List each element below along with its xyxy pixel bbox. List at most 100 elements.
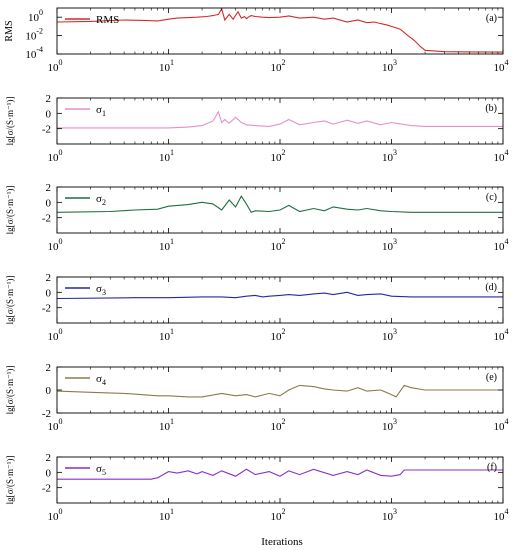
x-tick-label-exponent: 3 (393, 327, 397, 336)
x-tick-label: 102 (271, 237, 286, 253)
x-tick-label: 101 (159, 58, 174, 74)
x-tick-label: 104 (494, 507, 509, 523)
x-tick-label: 104 (494, 417, 509, 433)
x-tick-label: 100 (48, 327, 63, 343)
y-axis-label: lg[σ/(S·m⁻¹)] (5, 97, 15, 146)
x-tick-label-exponent: 4 (505, 327, 509, 336)
plot-frame (56, 7, 504, 55)
x-tick-label: 104 (494, 58, 509, 74)
y-tick-label: 10-4 (25, 45, 43, 61)
x-tick-label-exponent: 1 (170, 237, 174, 246)
x-tick-label: 102 (271, 148, 286, 164)
x-tick-label-exponent: 0 (59, 237, 63, 246)
x-tick-label-exponent: 3 (393, 417, 397, 426)
x-tick-label: 102 (271, 417, 286, 433)
x-tick-label-exponent: 3 (393, 148, 397, 157)
x-tick-label: 101 (159, 327, 174, 343)
y-tick-label: -2 (42, 303, 51, 315)
legend-label: σ2 (96, 193, 106, 207)
x-tick-label: 101 (159, 417, 174, 433)
y-axis-label: RMS (4, 20, 15, 41)
legend-label: σ4 (96, 373, 106, 387)
x-tick-label: 101 (159, 148, 174, 164)
y-tick-label: 2 (46, 182, 52, 194)
x-tick-label: 103 (382, 148, 397, 164)
y-tick-label: 0 (46, 197, 52, 209)
y-tick-label: 10-2 (25, 27, 43, 43)
x-tick-label-exponent: 4 (505, 237, 509, 246)
x-tick-label-exponent: 1 (170, 507, 174, 516)
x-tick-label: 100 (48, 148, 63, 164)
x-tick-label: 101 (159, 507, 174, 523)
x-tick-label: 104 (494, 327, 509, 343)
series-line-1 (57, 110, 503, 129)
x-tick-label-exponent: 0 (59, 507, 63, 516)
x-tick-label: 103 (382, 237, 397, 253)
y-tick-label: 0 (46, 467, 52, 479)
x-tick-label: 101 (159, 237, 174, 253)
x-tick-label-exponent: 4 (505, 148, 509, 157)
x-tick-label-exponent: 1 (170, 148, 174, 157)
legend-label: RMS (96, 14, 119, 26)
x-axis-title: Iterations (261, 536, 303, 548)
series-line-1 (57, 468, 503, 480)
x-tick-label-exponent: 4 (505, 507, 509, 516)
y-tick-label: -2 (42, 483, 51, 495)
panel-label: (e) (486, 372, 497, 383)
x-tick-label-exponent: 2 (282, 58, 286, 67)
y-tick-label: 0 (46, 385, 52, 397)
x-tick-label-exponent: 0 (59, 58, 63, 67)
y-axis-label: lg[σ/(S·m⁻¹)] (5, 276, 15, 325)
legend-label: σ5 (96, 463, 106, 477)
x-tick-label-exponent: 2 (282, 507, 286, 516)
legend-label: σ3 (96, 283, 106, 297)
x-tick-label: 102 (271, 507, 286, 523)
y-tick-label: 2 (46, 362, 52, 374)
y-tick-label: 100 (28, 8, 43, 24)
y-tick-label-exponent: -4 (36, 45, 43, 54)
x-tick-label-exponent: 1 (170, 58, 174, 67)
series-line-1 (57, 291, 503, 300)
series-line-1 (57, 384, 503, 398)
x-tick-label: 100 (48, 237, 63, 253)
x-tick-label: 103 (382, 327, 397, 343)
x-tick-label-exponent: 0 (59, 327, 63, 336)
y-tick-label-exponent: 0 (39, 8, 43, 17)
x-tick-label-exponent: 3 (393, 507, 397, 516)
x-tick-label-exponent: 1 (170, 417, 174, 426)
panel-label: (f) (487, 462, 497, 473)
x-tick-label: 103 (382, 507, 397, 523)
x-tick-label-exponent: 3 (393, 58, 397, 67)
y-tick-label: -2 (42, 213, 51, 225)
y-tick-label: -2 (42, 124, 51, 136)
panel-label: (c) (486, 192, 497, 203)
x-tick-label-exponent: 3 (393, 237, 397, 246)
legend-label: σ1 (96, 104, 106, 118)
panel-label: (d) (485, 282, 497, 293)
series-line-1 (57, 195, 503, 213)
y-tick-label: -2 (42, 408, 51, 420)
y-axis-label: lg[σ/(S·m⁻¹)] (5, 456, 15, 505)
x-tick-label: 104 (494, 148, 509, 164)
y-tick-label: 2 (46, 452, 52, 464)
x-tick-label-exponent: 2 (282, 237, 286, 246)
x-tick-label: 103 (382, 417, 397, 433)
x-tick-label-exponent: 4 (505, 417, 509, 426)
x-tick-label-exponent: 0 (59, 148, 63, 157)
y-tick-label-exponent: -2 (36, 27, 43, 36)
y-tick-label: 0 (46, 108, 52, 120)
panel-label: (b) (485, 103, 497, 114)
x-tick-label: 100 (48, 58, 63, 74)
series-line-1 (57, 8, 503, 53)
plot-frame (56, 456, 504, 504)
x-tick-label-exponent: 4 (505, 58, 509, 67)
plot-frame (56, 97, 504, 145)
x-tick-label-exponent: 1 (170, 327, 174, 336)
